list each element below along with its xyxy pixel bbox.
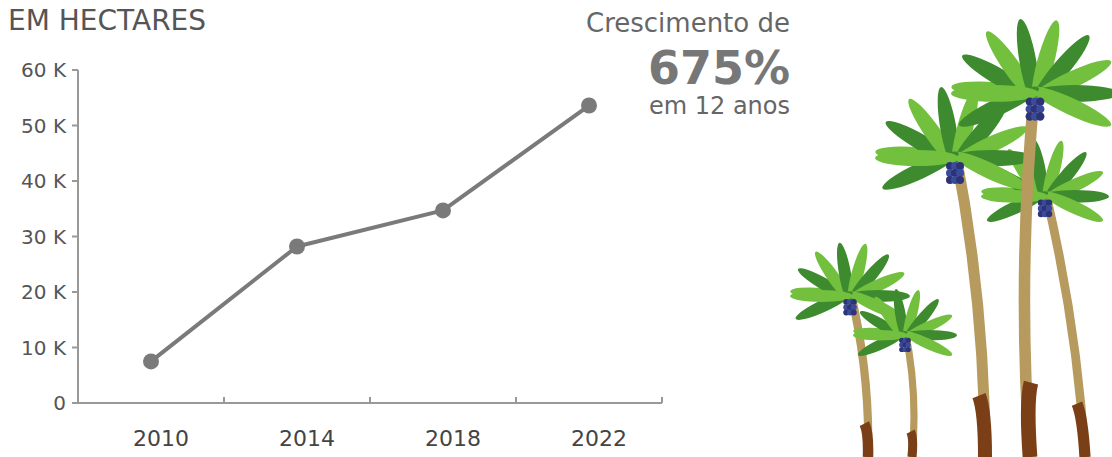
point [289,238,305,254]
palm-fruit [851,299,857,305]
point [581,98,597,114]
title: EM HECTARES [8,4,206,37]
y-tick [72,347,78,349]
palm-fruit [956,169,964,177]
palm-fruit [851,310,857,316]
palm-trunk [1024,85,1035,457]
annotation: em 12 anos [649,92,790,120]
x-tick [515,397,517,403]
y-tick [72,69,78,71]
y-tick-label: 50 K [21,114,67,138]
palm-frond [900,327,954,360]
y-tick-label: 20 K [21,280,67,304]
x-tick [661,397,663,403]
palm-trunk [1045,190,1085,457]
palm-frond [981,190,1048,203]
palm-trunk [905,330,914,457]
y-tick [72,236,78,238]
chart: EM HECTARES Crescimento de675%em 12 anos 0… [0,0,1112,457]
x-tick-label: 2018 [425,426,481,451]
palm-fruit [906,347,911,352]
x-tick-label: 2010 [133,426,189,451]
palm-trunk [955,150,985,457]
palm-fruit [956,162,964,170]
y-tick [72,291,78,293]
palm-fruit [1036,105,1044,113]
palm-trunk-base [1077,404,1085,457]
palm-fruit [1036,98,1044,106]
palm-frond [1028,80,1112,133]
palm-frond [1039,187,1105,227]
palm-fruit [906,338,911,343]
palm-frond [853,330,908,340]
palm-fruit [1046,205,1052,211]
palm-trunk-base [864,424,868,457]
y-tick-label: 40 K [21,169,67,193]
palm-frond [951,85,1039,102]
palm-fruit [1046,200,1052,206]
palm-fruit [906,342,911,347]
palm-fruit [851,304,857,310]
line [151,106,589,362]
point [435,202,451,218]
x-tick-label: 2022 [571,426,627,451]
palm-illustration [790,17,1112,457]
x-tick [223,397,225,403]
x-tick-label: 2014 [279,426,335,451]
x-tick [369,397,371,403]
palm-trunk-base [979,396,985,457]
y-tick-label: 10 K [21,336,67,360]
palm-fruit [1046,211,1052,217]
annotation: Crescimento de [586,8,790,38]
palm-frond [875,150,959,166]
palm-frond [948,146,1031,196]
y-tick-label: 30 K [21,225,67,249]
palm-fruit [956,176,964,184]
palm-trunk-base [911,432,913,457]
palm-frond [790,290,853,302]
palm-trunk-base [1028,383,1031,457]
annotation: 675% [648,41,790,95]
y-tick-label: 0 [53,391,66,415]
y-tick [72,180,78,182]
plot-area [143,98,597,370]
y-tick-label: 60 K [21,58,67,82]
y-tick [72,125,78,127]
y-tick [72,402,78,404]
palm-fruit [1036,112,1044,120]
point [143,353,159,369]
